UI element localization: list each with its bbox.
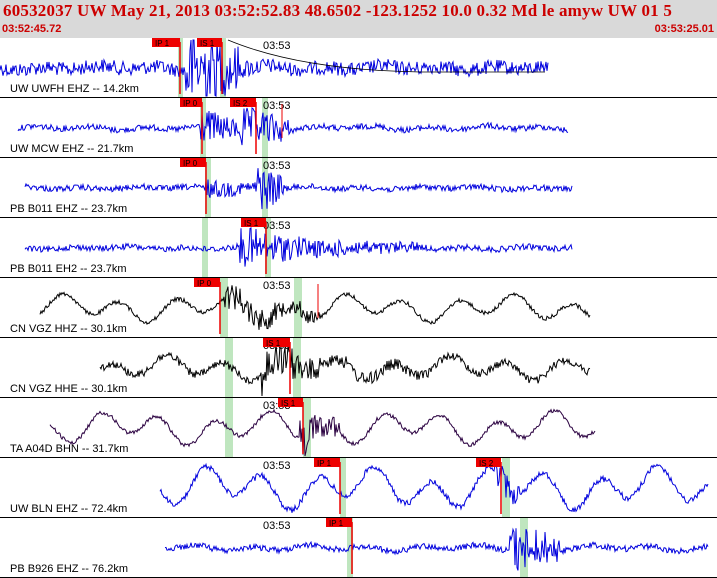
pick-window-band (303, 398, 311, 457)
coda-envelope-curve (227, 39, 545, 73)
pick-window-band (225, 398, 233, 457)
pick-window-band (220, 38, 226, 97)
event-header: 60532037 UW May 21, 2013 03:52:52.83 48.… (0, 0, 717, 38)
trace-label: CN VGZ HHE -- 30.1km (10, 383, 127, 395)
pick-label: IS 2 (479, 459, 494, 468)
pick-window-band (293, 338, 301, 397)
pick-flag[interactable] (197, 38, 222, 47)
pick-label: IP 1 (317, 459, 332, 468)
pick-window-band (347, 518, 353, 577)
pick-label: IS 2 (233, 99, 248, 108)
pick-flag[interactable] (180, 98, 202, 107)
window-end-time: 03:53:25.01 (654, 23, 714, 35)
trace-label: UW UWFH EHZ -- 14.2km (10, 83, 139, 95)
trace-label: UW MCW EHZ -- 21.7km (10, 143, 133, 155)
pick-window-band (340, 458, 346, 517)
window-start-time: 03:52:45.72 (2, 23, 62, 35)
trace-panel[interactable]: 03:53 IP 1 IS 1 UW UWFH EHZ -- 14.2km 03:53 I… (0, 38, 717, 578)
pick-flag[interactable] (278, 398, 303, 407)
trace-label: CN VGZ HHZ -- 30.1km (10, 323, 127, 335)
pick-window-band (220, 278, 228, 337)
minute-label: 03:53 (263, 40, 291, 52)
pick-label: IP 0 (183, 159, 198, 168)
pick-flag[interactable] (241, 218, 266, 227)
pick-flag[interactable] (326, 518, 352, 527)
pick-label: IP 1 (155, 39, 170, 48)
minute-label: 03:53 (263, 520, 291, 532)
pick-label: IS 1 (281, 399, 296, 408)
pick-flag[interactable] (194, 278, 220, 287)
waveform-trace[interactable] (99, 343, 591, 397)
pick-flag[interactable] (152, 38, 180, 47)
waveform-trace[interactable] (0, 39, 549, 97)
pick-flag[interactable] (263, 338, 290, 347)
trace-label: UW BLN EHZ -- 72.4km (10, 503, 127, 515)
waveform-trace[interactable] (159, 461, 709, 513)
waveform-trace[interactable] (24, 227, 573, 267)
minute-label: 03:53 (263, 100, 291, 112)
pick-label: IS 1 (266, 339, 281, 348)
trace-label: PB B011 EH2 -- 23.7km (10, 263, 127, 275)
event-title: 60532037 UW May 21, 2013 03:52:52.83 48.… (3, 1, 673, 20)
pick-label: IS 1 (200, 39, 215, 48)
pick-flag[interactable] (314, 458, 340, 467)
pick-flag[interactable] (180, 158, 206, 167)
minute-label: 03:53 (263, 460, 291, 472)
pick-label: IP 0 (197, 279, 212, 288)
minute-label: 03:53 (263, 280, 291, 292)
pick-flag[interactable] (476, 458, 501, 467)
pick-label: IP 0 (183, 99, 198, 108)
pick-label: IS 1 (244, 219, 259, 228)
pick-window-band (205, 158, 211, 217)
minute-label: 03:53 (263, 220, 291, 232)
pick-window-band (262, 98, 268, 157)
waveform-trace[interactable] (49, 408, 596, 457)
waveform-trace[interactable] (17, 107, 569, 146)
pick-label: IP 1 (329, 519, 344, 528)
waveform-trace[interactable] (39, 285, 591, 330)
trace-label: PB B011 EHZ -- 23.7km (10, 203, 127, 215)
trace-label: TA A04D BHN -- 31.7km (10, 443, 128, 455)
pick-flag[interactable] (230, 98, 256, 107)
trace-label: PB B926 EHZ -- 76.2km (10, 563, 128, 575)
waveform-trace[interactable] (164, 527, 709, 571)
waveform-trace[interactable] (24, 168, 573, 210)
minute-label: 03:53 (263, 160, 291, 172)
